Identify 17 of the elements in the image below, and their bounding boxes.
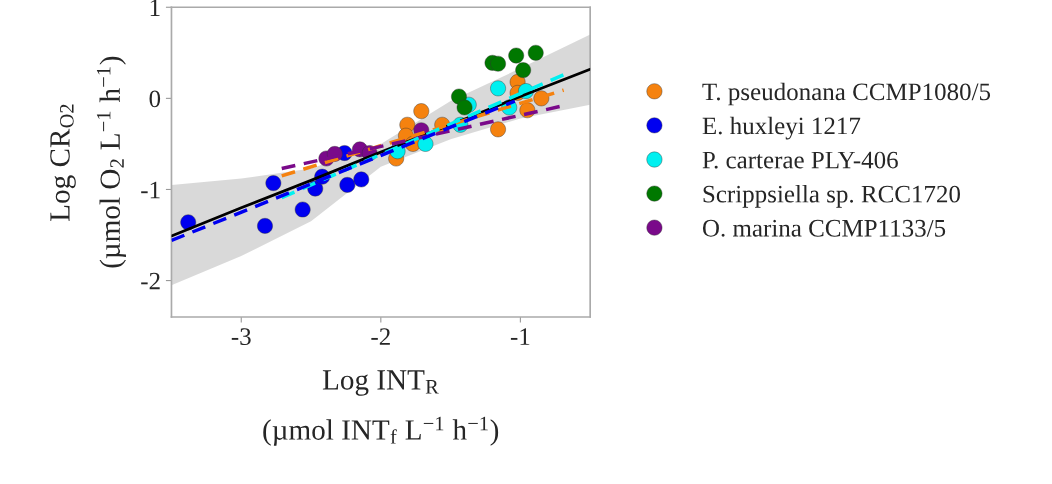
point	[353, 171, 370, 188]
x-tick-label: -3	[231, 328, 251, 346]
y-tick-label: 1	[150, 0, 160, 16]
legend-label: P. carterae PLY-406	[702, 151, 898, 169]
point	[490, 121, 506, 138]
y-tick-label: -1	[141, 181, 160, 199]
y-tick-label: -2	[141, 272, 160, 290]
legend-label: O. marina CCMP1133/5	[702, 219, 946, 237]
legend-label: E. huxleyi 1217	[702, 116, 861, 140]
legend-label: Scrippsiella sp. RCC1720	[703, 184, 960, 208]
text: Log INT$_{R}$ (µmol INT$_{f}$ L$^{−1}$ h$^{−1}$)	[263, 370, 499, 446]
x-tick-label: -1	[510, 328, 530, 345]
legend-label: T. pseudonana CCMP1080/5	[702, 82, 991, 106]
point	[294, 201, 311, 218]
x-tick-label: -2	[371, 328, 390, 345]
y-tick-label: 0	[149, 90, 161, 108]
text: Log CR$_{O2}$ (µmol O$_{2}$ L$^{−1}$ h$^{−1}$)	[50, 56, 126, 268]
